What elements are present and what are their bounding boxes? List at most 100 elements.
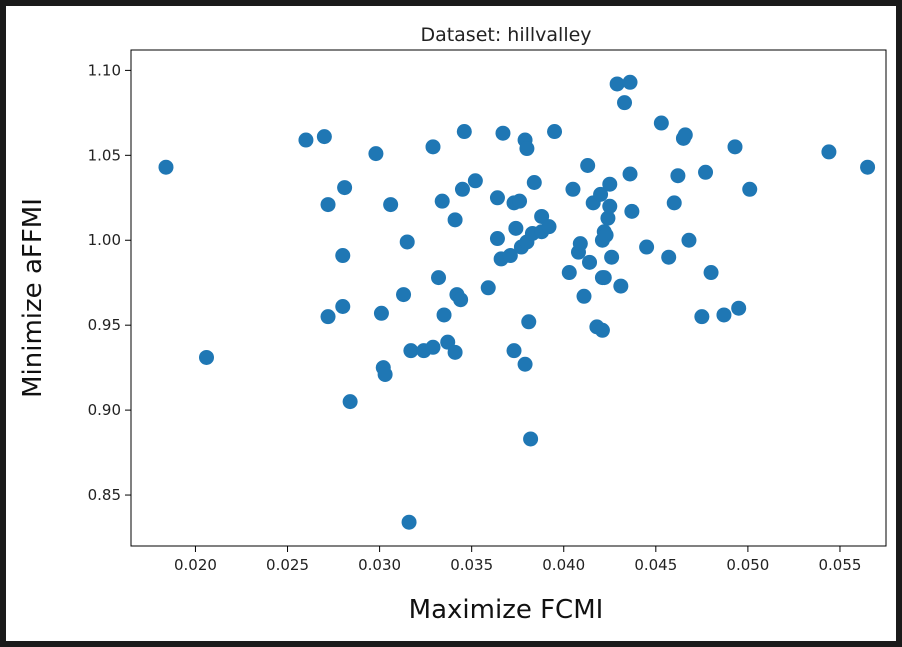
x-tick-label: 0.035 bbox=[450, 556, 493, 574]
data-point bbox=[502, 248, 518, 264]
scatter-chart: Dataset: hillvalley 0.85 0.90 0.95 1.00 1.05… bbox=[18, 24, 887, 625]
data-point bbox=[609, 76, 625, 92]
data-point bbox=[337, 180, 353, 196]
data-point bbox=[447, 212, 463, 228]
x-tick-label: 0.025 bbox=[266, 556, 309, 574]
chart-title: Dataset: hillvalley bbox=[420, 24, 591, 46]
data-point bbox=[316, 129, 332, 145]
data-point bbox=[677, 127, 693, 143]
data-point bbox=[521, 314, 537, 330]
data-point bbox=[519, 141, 535, 157]
data-point bbox=[377, 366, 393, 382]
data-point bbox=[580, 158, 596, 174]
data-point bbox=[158, 159, 174, 175]
data-point bbox=[622, 74, 638, 90]
y-tick-label: 1.00 bbox=[88, 231, 121, 249]
data-point bbox=[613, 278, 629, 294]
data-point bbox=[425, 139, 441, 155]
y-axis-label: Minimize aFFMI bbox=[18, 198, 48, 398]
data-point bbox=[593, 186, 609, 202]
data-point bbox=[565, 181, 581, 197]
data-point bbox=[681, 232, 697, 248]
data-point bbox=[617, 95, 633, 111]
data-point bbox=[403, 343, 419, 359]
x-tick-label: 0.050 bbox=[726, 556, 769, 574]
y-tick-label: 0.85 bbox=[88, 486, 121, 504]
x-tick-label: 0.055 bbox=[818, 556, 861, 574]
data-point bbox=[512, 193, 528, 209]
data-point bbox=[335, 298, 351, 314]
data-point bbox=[821, 144, 837, 160]
data-point bbox=[602, 198, 618, 214]
data-point bbox=[399, 234, 415, 250]
data-point bbox=[666, 195, 682, 211]
data-point bbox=[600, 210, 616, 226]
data-point bbox=[489, 231, 505, 247]
data-point bbox=[561, 265, 577, 281]
data-point bbox=[436, 307, 452, 323]
y-tick-label: 1.10 bbox=[88, 61, 121, 79]
data-point bbox=[541, 219, 557, 235]
x-tick-label: 0.020 bbox=[174, 556, 217, 574]
y-tick-label: 1.05 bbox=[88, 146, 121, 164]
data-point bbox=[431, 270, 447, 286]
data-point bbox=[467, 173, 483, 189]
data-point bbox=[576, 288, 592, 304]
data-point bbox=[495, 125, 511, 141]
data-point bbox=[731, 300, 747, 316]
data-point bbox=[727, 139, 743, 155]
y-tick-label: 0.90 bbox=[88, 401, 121, 419]
x-tick-label: 0.040 bbox=[542, 556, 585, 574]
data-point bbox=[396, 287, 412, 303]
data-point bbox=[670, 168, 686, 184]
data-point bbox=[604, 249, 620, 265]
x-axis: 0.020 0.025 0.030 0.035 0.040 0.045 0.050 0.055 bbox=[174, 546, 861, 574]
data-point bbox=[368, 146, 384, 162]
data-point bbox=[694, 309, 710, 325]
data-point bbox=[320, 309, 336, 325]
x-tick-label: 0.030 bbox=[358, 556, 401, 574]
data-point bbox=[594, 322, 610, 338]
y-tick-label: 0.95 bbox=[88, 316, 121, 334]
data-point bbox=[298, 132, 314, 148]
data-point bbox=[456, 124, 472, 140]
data-point bbox=[199, 349, 214, 365]
data-point bbox=[742, 181, 758, 197]
data-point bbox=[703, 265, 719, 281]
y-axis: 0.85 0.90 0.95 1.00 1.05 1.10 bbox=[88, 61, 131, 504]
chart-frame: Dataset: hillvalley 0.85 0.90 0.95 1.00 1.05… bbox=[6, 6, 896, 641]
data-point bbox=[335, 248, 351, 264]
data-point bbox=[342, 394, 358, 410]
data-point bbox=[653, 115, 669, 131]
data-point bbox=[489, 190, 505, 206]
data-point bbox=[373, 305, 389, 321]
data-point bbox=[622, 166, 638, 182]
x-tick-label: 0.045 bbox=[634, 556, 677, 574]
data-point bbox=[860, 159, 876, 175]
data-point bbox=[547, 124, 563, 140]
data-point bbox=[480, 280, 496, 296]
data-point bbox=[453, 292, 469, 308]
data-point bbox=[582, 254, 598, 270]
data-point bbox=[572, 236, 588, 252]
data-point bbox=[454, 181, 470, 197]
data-point bbox=[434, 193, 450, 209]
data-point bbox=[401, 514, 417, 530]
data-point bbox=[598, 227, 614, 243]
data-points bbox=[158, 74, 876, 530]
data-point bbox=[596, 270, 612, 286]
data-point bbox=[383, 197, 399, 213]
x-axis-label: Maximize FCMI bbox=[409, 595, 604, 625]
data-point bbox=[526, 174, 542, 190]
data-point bbox=[602, 176, 618, 192]
data-point bbox=[698, 164, 714, 180]
data-point bbox=[508, 220, 524, 236]
data-point bbox=[624, 203, 640, 219]
data-point bbox=[523, 431, 539, 447]
data-point bbox=[320, 197, 336, 213]
plot-area bbox=[130, 49, 887, 547]
data-point bbox=[661, 249, 677, 265]
data-point bbox=[447, 344, 463, 360]
data-point bbox=[716, 307, 732, 323]
data-point bbox=[506, 343, 522, 359]
